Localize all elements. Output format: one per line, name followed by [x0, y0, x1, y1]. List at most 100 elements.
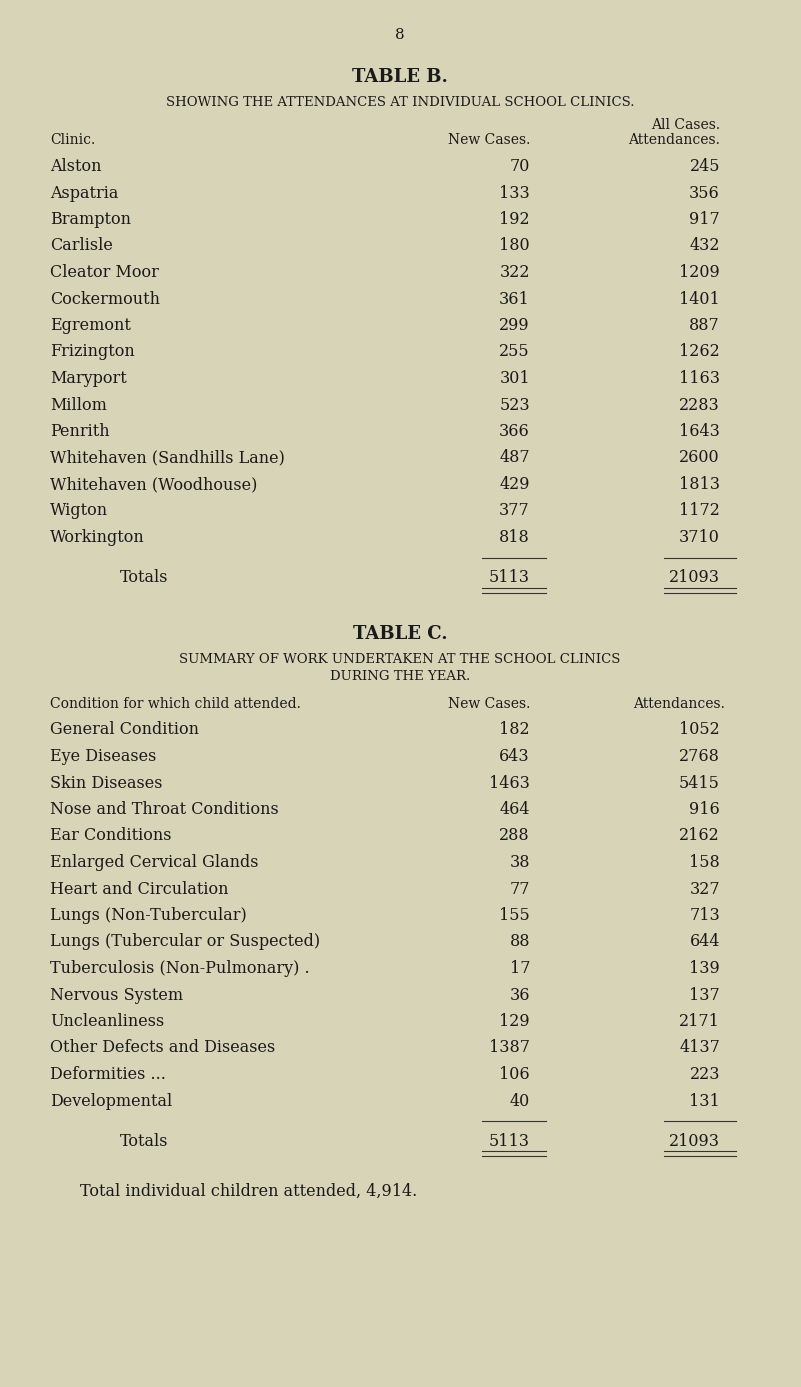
Text: 487: 487 — [499, 449, 530, 466]
Text: 1463: 1463 — [489, 774, 530, 792]
Text: Tuberculosis (Non-Pulmonary) .: Tuberculosis (Non-Pulmonary) . — [50, 960, 310, 976]
Text: TABLE C.: TABLE C. — [352, 624, 447, 642]
Text: 1052: 1052 — [679, 721, 720, 738]
Text: 327: 327 — [690, 881, 720, 897]
Text: 36: 36 — [509, 986, 530, 1004]
Text: 8: 8 — [395, 28, 405, 42]
Text: 361: 361 — [499, 290, 530, 308]
Text: Attendances.: Attendances. — [633, 696, 725, 710]
Text: 245: 245 — [690, 158, 720, 175]
Text: 192: 192 — [499, 211, 530, 227]
Text: 2283: 2283 — [679, 397, 720, 413]
Text: 155: 155 — [499, 907, 530, 924]
Text: 713: 713 — [689, 907, 720, 924]
Text: 322: 322 — [500, 264, 530, 282]
Text: Totals: Totals — [120, 570, 168, 587]
Text: SUMMARY OF WORK UNDERTAKEN AT THE SCHOOL CLINICS: SUMMARY OF WORK UNDERTAKEN AT THE SCHOOL… — [179, 652, 621, 666]
Text: 158: 158 — [689, 854, 720, 871]
Text: 299: 299 — [499, 318, 530, 334]
Text: Wigton: Wigton — [50, 502, 108, 520]
Text: 1172: 1172 — [679, 502, 720, 520]
Text: 1813: 1813 — [679, 476, 720, 492]
Text: 1401: 1401 — [679, 290, 720, 308]
Text: 523: 523 — [499, 397, 530, 413]
Text: Other Defects and Diseases: Other Defects and Diseases — [50, 1039, 276, 1057]
Text: 133: 133 — [499, 184, 530, 201]
Text: 139: 139 — [689, 960, 720, 976]
Text: Condition for which child attended.: Condition for which child attended. — [50, 696, 301, 710]
Text: Lungs (Non-Tubercular): Lungs (Non-Tubercular) — [50, 907, 247, 924]
Text: 1387: 1387 — [489, 1039, 530, 1057]
Text: 366: 366 — [499, 423, 530, 440]
Text: 818: 818 — [499, 528, 530, 546]
Text: Maryport: Maryport — [50, 370, 127, 387]
Text: 40: 40 — [509, 1093, 530, 1110]
Text: Ear Conditions: Ear Conditions — [50, 828, 171, 845]
Text: General Condition: General Condition — [50, 721, 199, 738]
Text: 106: 106 — [499, 1067, 530, 1083]
Text: 137: 137 — [689, 986, 720, 1004]
Text: 643: 643 — [499, 748, 530, 766]
Text: 2600: 2600 — [679, 449, 720, 466]
Text: 38: 38 — [509, 854, 530, 871]
Text: Whitehaven (Woodhouse): Whitehaven (Woodhouse) — [50, 476, 257, 492]
Text: 644: 644 — [690, 933, 720, 950]
Text: Deformities ...: Deformities ... — [50, 1067, 166, 1083]
Text: 2768: 2768 — [679, 748, 720, 766]
Text: 255: 255 — [499, 344, 530, 361]
Text: Cockermouth: Cockermouth — [50, 290, 160, 308]
Text: Cleator Moor: Cleator Moor — [50, 264, 159, 282]
Text: Workington: Workington — [50, 528, 145, 546]
Text: Eye Diseases: Eye Diseases — [50, 748, 156, 766]
Text: 1209: 1209 — [679, 264, 720, 282]
Text: 5113: 5113 — [489, 570, 530, 587]
Text: 288: 288 — [499, 828, 530, 845]
Text: Attendances.: Attendances. — [628, 133, 720, 147]
Text: 1163: 1163 — [679, 370, 720, 387]
Text: SHOWING THE ATTENDANCES AT INDIVIDUAL SCHOOL CLINICS.: SHOWING THE ATTENDANCES AT INDIVIDUAL SC… — [166, 96, 634, 110]
Text: 2162: 2162 — [679, 828, 720, 845]
Text: 5415: 5415 — [679, 774, 720, 792]
Text: Totals: Totals — [120, 1133, 168, 1150]
Text: Penrith: Penrith — [50, 423, 110, 440]
Text: 223: 223 — [690, 1067, 720, 1083]
Text: 432: 432 — [690, 237, 720, 254]
Text: Egremont: Egremont — [50, 318, 131, 334]
Text: 377: 377 — [499, 502, 530, 520]
Text: 356: 356 — [689, 184, 720, 201]
Text: 887: 887 — [689, 318, 720, 334]
Text: Aspatria: Aspatria — [50, 184, 119, 201]
Text: 917: 917 — [689, 211, 720, 227]
Text: Total individual children attended, 4,914.: Total individual children attended, 4,91… — [80, 1183, 417, 1200]
Text: Skin Diseases: Skin Diseases — [50, 774, 163, 792]
Text: Carlisle: Carlisle — [50, 237, 113, 254]
Text: 182: 182 — [499, 721, 530, 738]
Text: DURING THE YEAR.: DURING THE YEAR. — [330, 670, 470, 684]
Text: 131: 131 — [689, 1093, 720, 1110]
Text: 129: 129 — [499, 1013, 530, 1031]
Text: Developmental: Developmental — [50, 1093, 172, 1110]
Text: Frizington: Frizington — [50, 344, 135, 361]
Text: New Cases.: New Cases. — [448, 133, 530, 147]
Text: 916: 916 — [689, 802, 720, 818]
Text: 70: 70 — [509, 158, 530, 175]
Text: New Cases.: New Cases. — [448, 696, 530, 710]
Text: 1262: 1262 — [679, 344, 720, 361]
Text: Brampton: Brampton — [50, 211, 131, 227]
Text: 1643: 1643 — [679, 423, 720, 440]
Text: Millom: Millom — [50, 397, 107, 413]
Text: 429: 429 — [500, 476, 530, 492]
Text: 301: 301 — [499, 370, 530, 387]
Text: 5113: 5113 — [489, 1133, 530, 1150]
Text: 88: 88 — [509, 933, 530, 950]
Text: All Cases.: All Cases. — [651, 118, 720, 132]
Text: 464: 464 — [500, 802, 530, 818]
Text: Whitehaven (Sandhills Lane): Whitehaven (Sandhills Lane) — [50, 449, 285, 466]
Text: Nervous System: Nervous System — [50, 986, 183, 1004]
Text: 180: 180 — [499, 237, 530, 254]
Text: 21093: 21093 — [669, 1133, 720, 1150]
Text: Heart and Circulation: Heart and Circulation — [50, 881, 228, 897]
Text: Enlarged Cervical Glands: Enlarged Cervical Glands — [50, 854, 259, 871]
Text: Alston: Alston — [50, 158, 102, 175]
Text: 17: 17 — [509, 960, 530, 976]
